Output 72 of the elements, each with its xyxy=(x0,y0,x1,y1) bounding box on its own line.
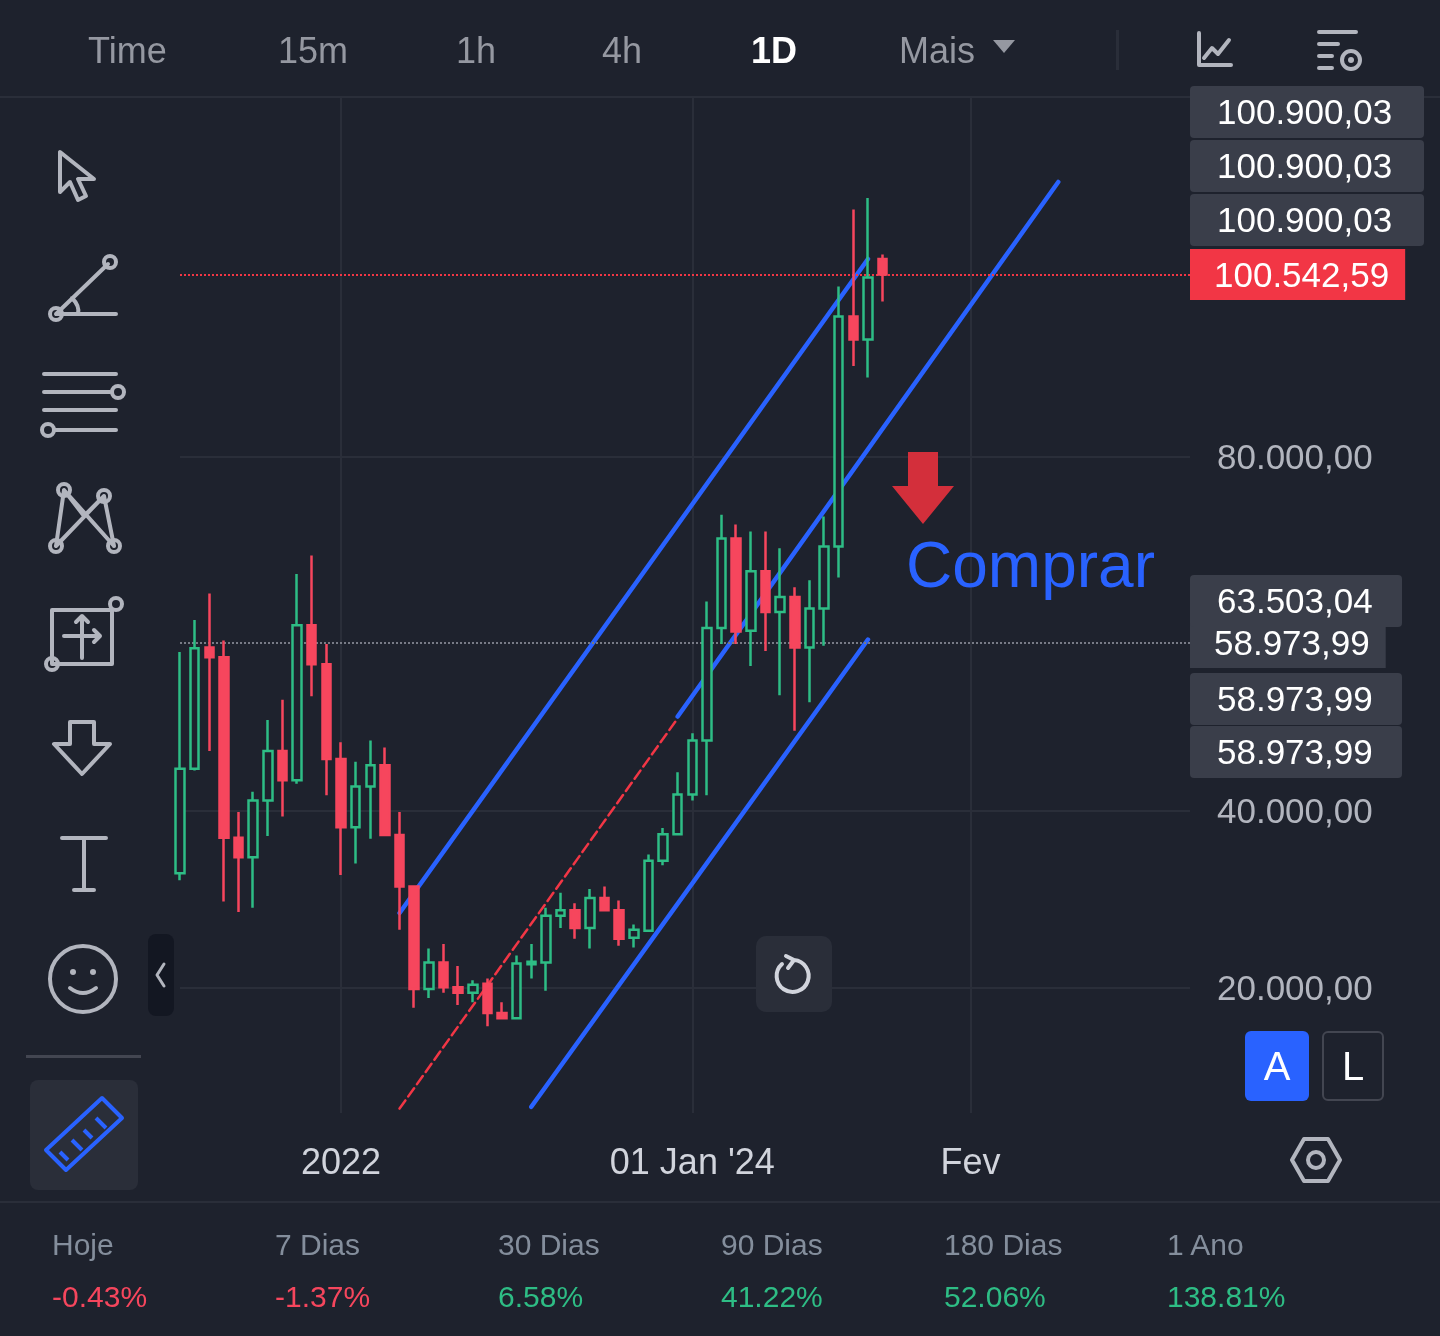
text: Mais xyxy=(899,30,976,72)
candlestick xyxy=(584,887,596,950)
x-tick-label: Fev xyxy=(940,1140,1001,1182)
text: 6.58% xyxy=(498,1280,584,1314)
candlestick xyxy=(291,572,303,786)
candlestick xyxy=(306,554,317,698)
candlestick xyxy=(394,810,405,932)
ref-line-label: 100.542,59 xyxy=(1214,255,1390,295)
text: 63.503,04 xyxy=(1217,581,1373,620)
text: A xyxy=(1245,1031,1309,1101)
text: 180 Dias xyxy=(944,1228,1063,1262)
candlestick xyxy=(218,639,230,903)
text: 138.81% xyxy=(1167,1280,1286,1314)
candlestick xyxy=(643,853,654,933)
text: 100.900,03 xyxy=(1190,194,1424,246)
candlestick xyxy=(555,891,566,930)
candlestick xyxy=(760,530,771,653)
candlestick xyxy=(526,942,537,980)
x-tick-label: 01 Jan '24 xyxy=(609,1140,775,1182)
text: 100.900,03 xyxy=(1190,140,1424,192)
text: -1.37% xyxy=(275,1280,371,1314)
candlestick xyxy=(189,618,200,772)
y-tick-label: 20.000,00 xyxy=(1217,967,1373,1007)
candlestick xyxy=(730,523,742,646)
text: 1 Ano xyxy=(1167,1228,1244,1262)
text: 52.06% xyxy=(944,1280,1046,1314)
candlestick xyxy=(628,923,640,949)
candlestick xyxy=(496,1001,508,1020)
candlestick xyxy=(233,810,244,914)
candlestick xyxy=(716,513,727,646)
text: 7 Dias xyxy=(275,1228,361,1262)
candlestick xyxy=(452,964,464,1007)
candlestick xyxy=(321,642,332,797)
text: 4h xyxy=(602,30,643,72)
candlestick xyxy=(408,885,420,1009)
text: 90 Dias xyxy=(721,1228,823,1262)
x-tick-label: 2022 xyxy=(300,1140,382,1182)
text: 30 Dias xyxy=(498,1228,600,1262)
candlestick xyxy=(745,530,757,668)
text: 15m xyxy=(278,30,349,72)
candlestick xyxy=(204,592,215,753)
annotation: Comprar xyxy=(906,528,1155,602)
candlestick xyxy=(438,942,449,994)
y-tick-label: 80.000,00 xyxy=(1217,436,1373,476)
text: Time xyxy=(88,30,167,72)
candlestick xyxy=(789,586,801,732)
candlestick xyxy=(774,547,786,697)
text: 58.973,99 xyxy=(1190,673,1402,725)
candlestick xyxy=(818,515,830,647)
candlestick xyxy=(613,899,625,947)
candlestick xyxy=(804,578,815,704)
candlestick xyxy=(701,600,713,797)
text: Hoje xyxy=(52,1228,114,1262)
candlestick xyxy=(657,826,669,867)
text: 1h xyxy=(456,30,497,72)
y-tick-label: 40.000,00 xyxy=(1217,790,1373,830)
candlestick xyxy=(848,208,859,368)
text: 41.22% xyxy=(721,1280,823,1314)
text: 1D xyxy=(751,30,798,72)
text: 58.973,99 xyxy=(1190,726,1402,778)
text: -0.43% xyxy=(52,1280,148,1314)
text: 100.900,03 xyxy=(1190,86,1424,138)
candlestick xyxy=(277,698,288,818)
candlestick xyxy=(335,740,347,877)
candlestick xyxy=(482,977,493,1028)
candlestick xyxy=(379,746,391,838)
candlestick xyxy=(569,902,581,940)
text: L xyxy=(1322,1031,1384,1101)
candlestick xyxy=(862,196,874,379)
candlestick xyxy=(877,253,888,303)
ref-line-label: 58.973,99 xyxy=(1214,622,1370,662)
candlestick xyxy=(599,885,610,912)
